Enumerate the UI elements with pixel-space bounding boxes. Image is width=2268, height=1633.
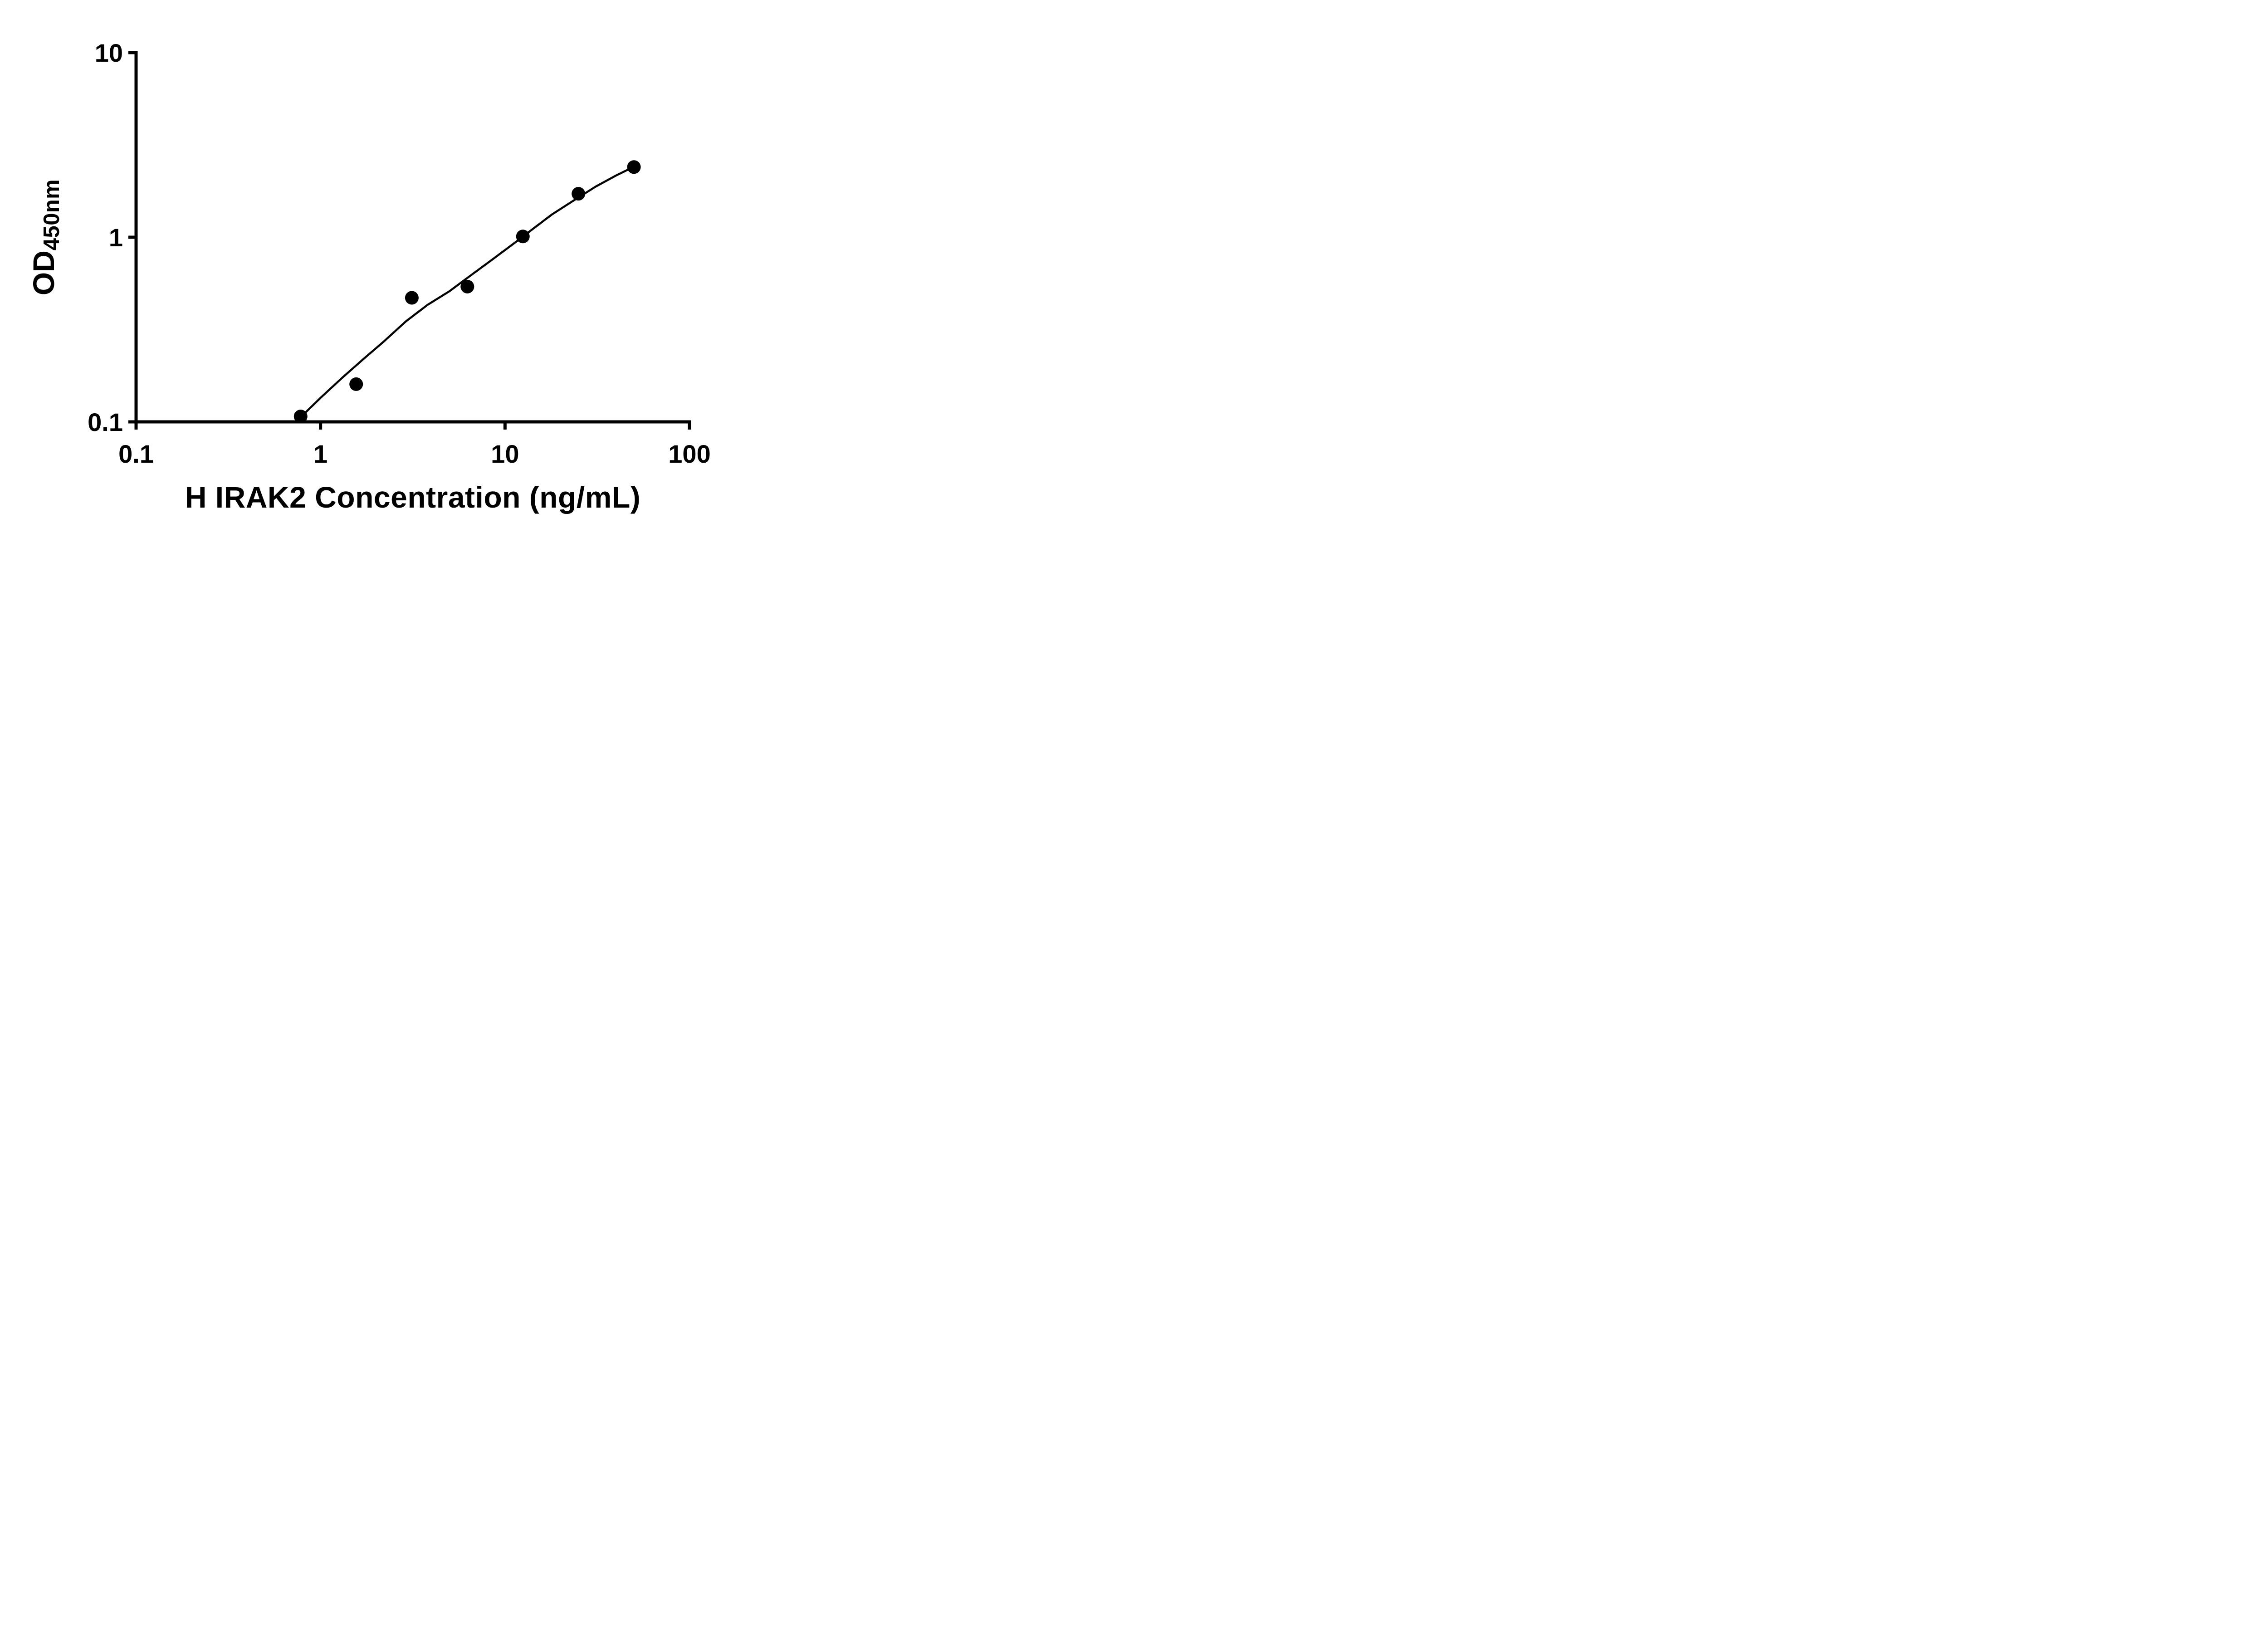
y-tick-label: 10 [95, 39, 123, 67]
plot-area: 0.1 1 10 100 0.1 1 10 [88, 39, 711, 468]
data-point [460, 279, 474, 293]
y-tick-label: 1 [109, 223, 123, 252]
x-tick-label: 100 [668, 440, 710, 468]
data-point [516, 230, 530, 244]
x-tick-label: 10 [491, 440, 519, 468]
x-tick-label: 0.1 [118, 440, 154, 468]
y-axis-title-main: OD [27, 250, 61, 296]
data-point [572, 187, 586, 201]
y-axis-title: OD450nm [26, 179, 64, 295]
x-axis-title: H IRAK2 Concentration (ng/mL) [185, 480, 641, 514]
y-axis-title-subscript: 450nm [39, 179, 64, 251]
data-point [349, 377, 363, 391]
x-tick-label: 1 [313, 440, 327, 468]
data-point [405, 291, 419, 305]
y-tick-label: 0.1 [88, 408, 123, 436]
data-point [293, 410, 308, 424]
chart-figure: 0.1 1 10 100 0.1 1 10 H IRAK2 Concentration (n… [0, 0, 761, 544]
data-point [627, 160, 641, 174]
